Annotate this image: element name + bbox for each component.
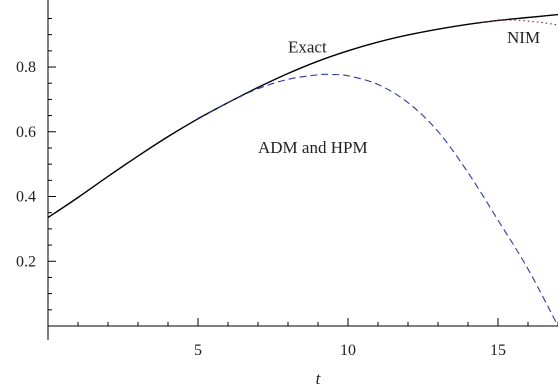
y-tick-label: 0.2 <box>16 253 36 270</box>
x-tick-label: 15 <box>490 342 506 359</box>
y-tick-label: 0.8 <box>16 59 36 76</box>
x-tick-label: 5 <box>194 342 202 359</box>
x-tick-label: 10 <box>340 342 356 359</box>
labels-layer: 5 10 15 0.2 0.4 0.6 0.8 Exact NIM ADM and HPM <box>16 28 540 359</box>
y-tick-label: 0.4 <box>16 189 36 206</box>
series-line-exact <box>47 13 558 219</box>
y-tick-label: 0.6 <box>16 124 36 141</box>
annotation-exact: Exact <box>288 37 327 56</box>
series-line-nim <box>482 19 558 26</box>
series-line-adm-and-hpm <box>197 73 558 327</box>
series-layer <box>47 13 558 327</box>
x-axis-title: t <box>316 369 322 388</box>
annotation-adm-and-hpm: ADM and HPM <box>258 138 368 157</box>
annotation-nim: NIM <box>507 28 540 47</box>
axes-layer <box>47 0 558 340</box>
